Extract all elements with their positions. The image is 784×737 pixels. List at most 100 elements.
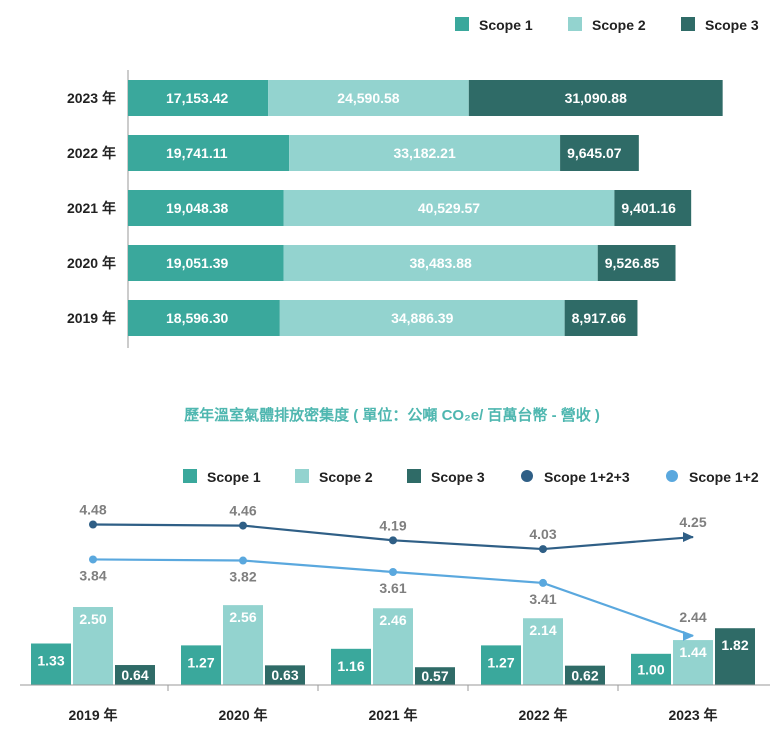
legend-swatch-1 bbox=[183, 469, 197, 483]
line-point-scope123 bbox=[89, 520, 97, 529]
bar-scope2 bbox=[223, 605, 263, 685]
bar-value-label: 24,590.58 bbox=[337, 90, 399, 106]
bar-scope1 bbox=[331, 648, 371, 685]
line-value-label: 4.46 bbox=[229, 503, 256, 519]
line-point-scope12 bbox=[239, 556, 247, 565]
bar-value-label: 0.62 bbox=[571, 667, 598, 683]
bar-segment-scope2 bbox=[289, 135, 561, 171]
bar-segment-scope3 bbox=[614, 190, 692, 226]
legend-label-2: Scope 2 bbox=[319, 469, 373, 485]
bar-scope2 bbox=[73, 607, 113, 685]
bar-scope2 bbox=[673, 640, 713, 685]
category-label: 2020 年 bbox=[67, 255, 116, 271]
bar-segment-scope1 bbox=[128, 190, 284, 226]
bar-scope1 bbox=[481, 645, 521, 685]
legend-label-3: Scope 3 bbox=[705, 17, 759, 33]
bar-scope1 bbox=[181, 645, 221, 685]
line-point-scope12 bbox=[389, 568, 397, 577]
legend-label-3: Scope 3 bbox=[431, 469, 485, 485]
bar-value-label: 2.56 bbox=[229, 609, 256, 625]
bar-segment-scope2 bbox=[283, 190, 615, 226]
bar-segment-scope3 bbox=[564, 300, 638, 336]
legend-swatch-3 bbox=[681, 17, 695, 31]
line-value-label: 4.25 bbox=[679, 514, 706, 530]
line-end-arrow-scope123 bbox=[683, 532, 694, 543]
bar-value-label: 34,886.39 bbox=[391, 310, 453, 326]
line-end-arrow-scope12 bbox=[683, 630, 694, 641]
bar-segment-scope1 bbox=[128, 80, 269, 116]
line-value-label: 3.84 bbox=[79, 567, 106, 583]
bar-value-label: 19,051.39 bbox=[166, 255, 228, 271]
category-label: 2022 年 bbox=[67, 145, 116, 161]
category-label: 2019 年 bbox=[68, 707, 117, 723]
line-value-label: 4.48 bbox=[79, 502, 106, 518]
bar-segment-scope3 bbox=[597, 245, 676, 281]
category-label: 2022 年 bbox=[518, 707, 567, 723]
line-point-scope12 bbox=[89, 555, 97, 564]
bar-scope3 bbox=[715, 628, 755, 685]
line-value-label: 2.44 bbox=[679, 609, 706, 625]
category-label: 2020 年 bbox=[218, 707, 267, 723]
category-label: 2023 年 bbox=[67, 90, 116, 106]
bar-scope2 bbox=[523, 618, 563, 685]
bar-value-label: 1.27 bbox=[487, 654, 514, 670]
bar-value-label: 9,526.85 bbox=[605, 255, 660, 271]
bar-scope1 bbox=[31, 643, 71, 685]
bar-value-label: 9,645.07 bbox=[567, 145, 622, 161]
bar-segment-scope1 bbox=[128, 135, 290, 171]
line-value-label: 4.03 bbox=[529, 526, 556, 542]
line-value-label: 3.61 bbox=[379, 580, 406, 596]
bar-segment-scope1 bbox=[128, 300, 280, 336]
line-value-label: 3.82 bbox=[229, 569, 256, 585]
bar-value-label: 18,596.30 bbox=[166, 310, 228, 326]
bar-value-label: 19,048.38 bbox=[166, 200, 228, 216]
bar-value-label: 1.00 bbox=[637, 661, 664, 677]
bar-value-label: 0.57 bbox=[421, 668, 448, 684]
line-value-label: 3.41 bbox=[529, 591, 556, 607]
bar-value-label: 1.33 bbox=[37, 653, 64, 669]
emissions-stacked-bar-chart: Scope 1 Scope 2 Scope 3 2023 年 17,153.42 24,5… bbox=[67, 17, 759, 348]
bar-segment-scope3 bbox=[468, 80, 723, 116]
bar-segment-scope2 bbox=[279, 300, 565, 336]
bar-segment-scope2 bbox=[268, 80, 469, 116]
legend-label-1: Scope 1 bbox=[207, 469, 261, 485]
bar-value-label: 1.27 bbox=[187, 654, 214, 670]
legend-swatch-2 bbox=[295, 469, 309, 483]
line-point-scope123 bbox=[539, 545, 547, 554]
line-point-scope123 bbox=[239, 521, 247, 530]
bar-segment-scope3 bbox=[560, 135, 639, 171]
bar-value-label: 8,917.66 bbox=[572, 310, 627, 326]
legend-label-2: Scope 2 bbox=[592, 17, 646, 33]
bar-value-label: 1.44 bbox=[679, 644, 706, 660]
category-label: 2021 年 bbox=[368, 707, 417, 723]
line-value-label: 4.19 bbox=[379, 517, 406, 533]
bar-scope3 bbox=[565, 665, 605, 685]
bar-value-label: 17,153.42 bbox=[166, 90, 228, 106]
bar-segment-scope2 bbox=[283, 245, 598, 281]
bar-value-label: 0.64 bbox=[121, 667, 148, 683]
legend-swatch-1 bbox=[455, 17, 469, 31]
legend-label-4: Scope 1+2+3 bbox=[544, 469, 630, 485]
line-point-scope12 bbox=[539, 578, 547, 587]
bar-scope3 bbox=[265, 665, 305, 685]
bar-scope3 bbox=[115, 665, 155, 685]
legend-label-1: Scope 1 bbox=[479, 17, 533, 33]
bar-value-label: 2.50 bbox=[79, 611, 106, 627]
bar-segment-scope1 bbox=[128, 245, 284, 281]
bar-value-label: 2.14 bbox=[529, 622, 556, 638]
bar-value-label: 2.46 bbox=[379, 612, 406, 628]
bar-scope3 bbox=[415, 667, 455, 685]
bar-value-label: 33,182.21 bbox=[393, 145, 455, 161]
emission-intensity-combo-chart: 歷年溫室氣體排放密集度 ( 單位：公噸 CO₂e/ 百萬台幣 - 營收 ) Sco… bbox=[20, 406, 770, 723]
bar-value-label: 31,090.88 bbox=[565, 90, 627, 106]
category-label: 2021 年 bbox=[67, 200, 116, 216]
bar-value-label: 40,529.57 bbox=[418, 200, 480, 216]
bar-value-label: 9,401.16 bbox=[621, 200, 676, 216]
legend-swatch-2 bbox=[568, 17, 582, 31]
bar-scope2 bbox=[373, 608, 413, 685]
chart-title: 歷年溫室氣體排放密集度 ( 單位：公噸 CO₂e/ 百萬台幣 - 營收 ) bbox=[184, 406, 600, 424]
category-label: 2023 年 bbox=[668, 707, 717, 723]
legend-marker-5 bbox=[666, 470, 678, 482]
legend-swatch-3 bbox=[407, 469, 421, 483]
legend-marker-4 bbox=[521, 470, 533, 482]
